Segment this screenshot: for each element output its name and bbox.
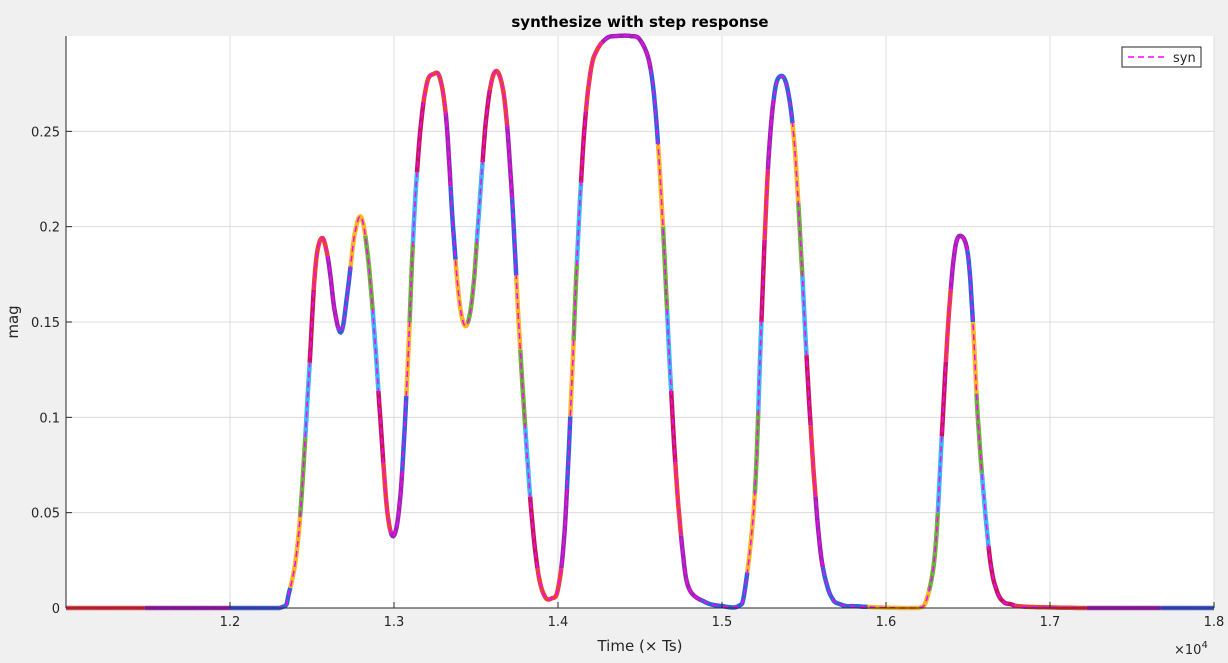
- y-tick-label: 0.1: [39, 411, 60, 426]
- series-segment: [414, 101, 426, 173]
- chart-title: synthesize with step response: [511, 13, 768, 31]
- y-axis-label: mag: [4, 305, 22, 338]
- series-segment: [480, 89, 493, 163]
- legend-label-syn: syn: [1173, 51, 1196, 66]
- series-segment: [363, 235, 375, 311]
- x-tick-label: 1.5: [712, 615, 733, 630]
- x-axis-label: Time (× Ts): [596, 637, 682, 655]
- x-tick-label: 1.7: [1040, 615, 1061, 630]
- x-tick-label: 1.3: [384, 615, 405, 630]
- y-tick-label: 0.25: [31, 125, 60, 140]
- series-segment: [559, 487, 570, 569]
- x-tick-label: 1.6: [876, 615, 897, 630]
- y-tick-label: 0: [52, 602, 60, 617]
- x-tick-label: 1.2: [220, 615, 241, 630]
- ticks: 1.2 1.3 1.4 1.5 1.6 1.7 1.8 0 0.05 0.1 0.15 0.2 0.25: [31, 125, 1224, 630]
- x-axis-multiplier: ×104: [1174, 640, 1208, 658]
- series-segment: [926, 512, 941, 592]
- y-tick-label: 0.2: [39, 221, 60, 236]
- legend[interactable]: syn: [1121, 46, 1202, 68]
- y-tick-label: 0.15: [31, 316, 60, 331]
- x-tick-label: 1.8: [1204, 615, 1225, 630]
- y-tick-label: 0.05: [31, 507, 60, 522]
- x-tick-label: 1.4: [548, 615, 569, 630]
